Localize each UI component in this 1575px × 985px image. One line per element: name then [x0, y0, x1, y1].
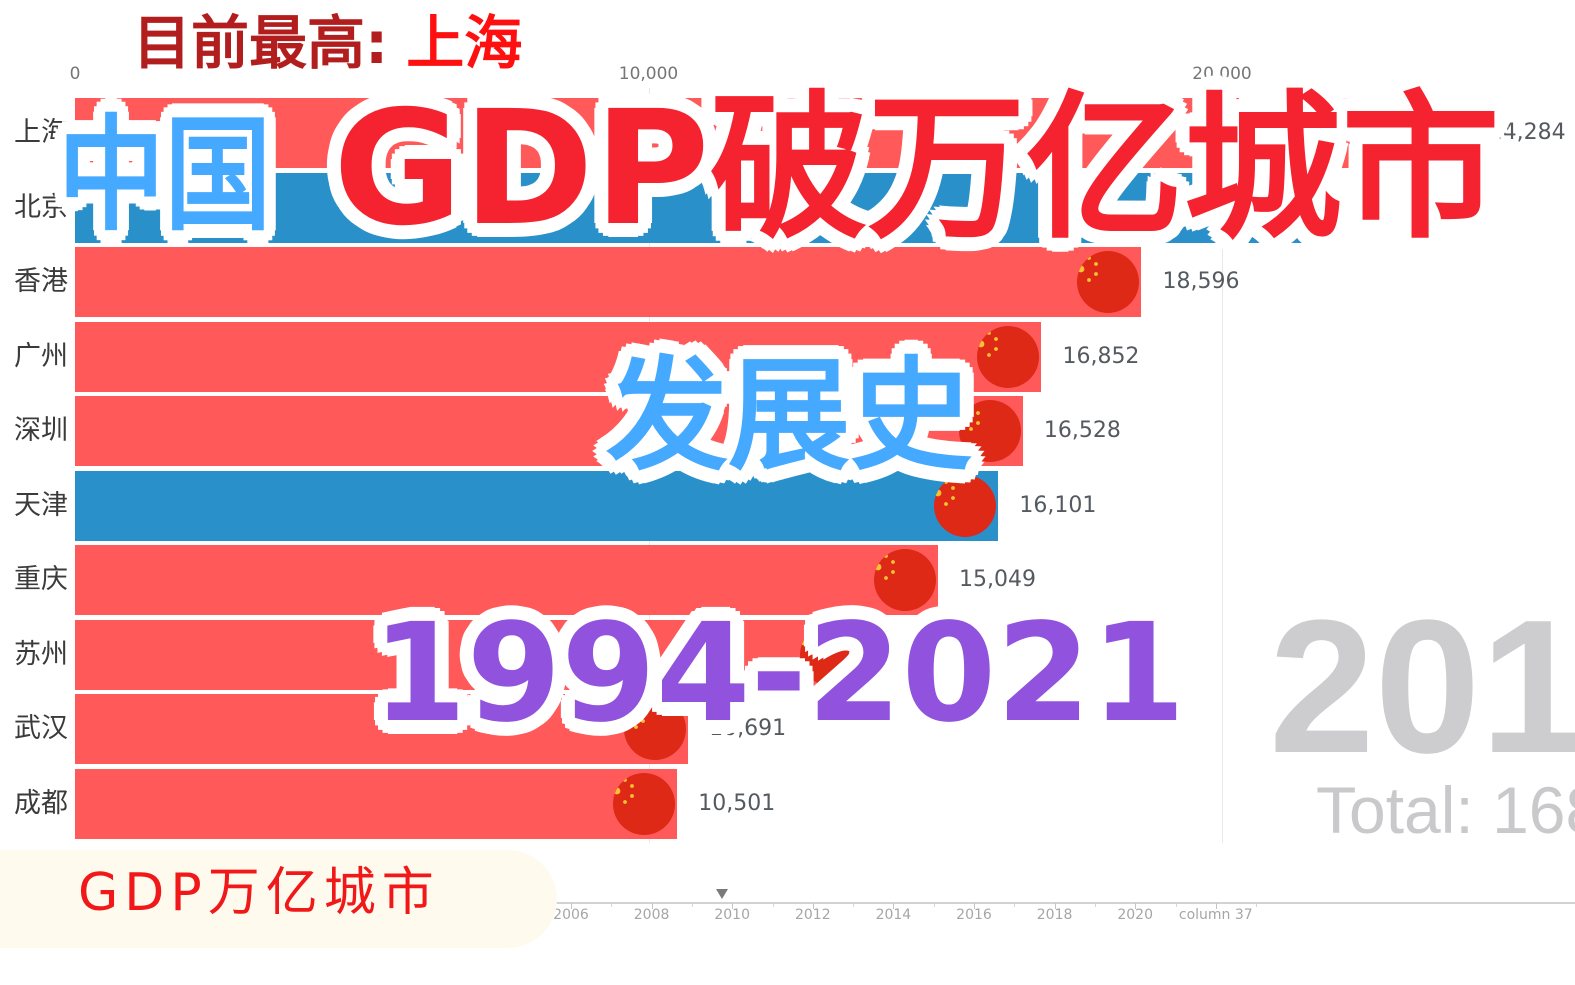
- bar-row: 成都 10,501: [0, 768, 1575, 839]
- bar-row: 武汉 10,691: [0, 694, 1575, 764]
- title-main: GDP破万亿城市: [333, 77, 1500, 261]
- value-label: 16,852: [1062, 343, 1140, 369]
- value-label: 10,691: [709, 716, 787, 741]
- gdp-bar: [75, 694, 689, 764]
- gdp-bar: [75, 98, 1468, 168]
- china-flag-icon: [934, 474, 997, 537]
- leader-prefix: 目前最高:: [133, 9, 389, 77]
- current-year-label: 201: [1269, 581, 1575, 793]
- bar-row: 香港 18,596: [0, 247, 1575, 317]
- city-label: 上海: [14, 117, 68, 148]
- gdp-bar: [75, 321, 1042, 392]
- bar-row: 上海 24,284: [0, 98, 1575, 168]
- city-label: 成都: [14, 787, 68, 819]
- value-label: 10,501: [698, 790, 776, 816]
- china-flag-icon: [958, 400, 1021, 462]
- timeline-tick-label[interactable]: 2006: [553, 907, 589, 923]
- timeline-major-tick: [1215, 903, 1217, 909]
- leader-city: 上海: [406, 9, 523, 77]
- total-label: Total: 168: [1316, 773, 1575, 847]
- timeline-handle-triangle-icon[interactable]: [716, 889, 728, 899]
- timeline-major-tick: [812, 903, 814, 909]
- city-label: 武汉: [14, 713, 68, 744]
- china-flag-icon: [1077, 251, 1140, 313]
- city-label: 广州: [14, 340, 68, 372]
- timeline-minor-tick: [1094, 903, 1096, 907]
- bar-row: 深圳 16,528: [0, 396, 1575, 466]
- timeline-major-tick: [893, 903, 895, 909]
- timeline-major-tick: [974, 903, 975, 909]
- timeline-tick-label[interactable]: 2014: [875, 907, 912, 923]
- timeline-tick-label[interactable]: 2016: [956, 907, 992, 923]
- city-label: 北京: [14, 191, 68, 223]
- timeline-tick-label[interactable]: column 37: [1178, 907, 1253, 923]
- city-label: 深圳: [14, 415, 68, 446]
- china-flag-icon: [1266, 176, 1329, 239]
- gdp-bar: [75, 619, 865, 690]
- timeline-minor-tick: [1175, 903, 1177, 907]
- timeline-tick-label[interactable]: 2018: [1036, 907, 1073, 923]
- gdp-bar: [75, 172, 1331, 243]
- timeline-tick-label[interactable]: 2010: [714, 907, 751, 923]
- timeline-major-tick: [1135, 903, 1137, 909]
- bar-row: 苏州: [0, 619, 1575, 690]
- value-label: 16,528: [1043, 418, 1121, 443]
- x-axis-tick: 0: [69, 64, 81, 84]
- value-label: 16,101: [1019, 492, 1097, 518]
- gdp-bar: [75, 545, 939, 615]
- city-label: 苏州: [14, 638, 68, 670]
- timeline-minor-tick: [1014, 903, 1016, 907]
- title-china: 中国: [58, 104, 272, 248]
- title-sub: 发展史: [606, 345, 972, 487]
- timeline-major-tick: [651, 903, 653, 909]
- timeline-major-tick: [1054, 903, 1056, 909]
- series-badge-label: GDP万亿城市: [78, 863, 440, 923]
- bar-row: 天津 16,101: [0, 470, 1575, 541]
- timeline-minor-tick: [691, 903, 693, 907]
- series-badge: GDP万亿城市: [0, 850, 557, 948]
- value-label: 15,049: [959, 567, 1037, 592]
- timeline-minor-tick: [611, 903, 613, 907]
- timeline-tick-label[interactable]: 2020: [1117, 907, 1154, 923]
- timeline-minor-tick: [772, 903, 774, 907]
- china-flag-icon: [624, 698, 687, 760]
- timeline-minor-tick: [853, 903, 855, 907]
- value-label: 24,284: [1488, 120, 1566, 145]
- value-label: 18,596: [1162, 269, 1240, 294]
- title-years: 1994-2021: [372, 595, 1186, 753]
- timeline-minor-tick: [933, 903, 935, 907]
- gdp-bar: [75, 470, 999, 541]
- x-axis-tick: 20,000: [1192, 64, 1252, 84]
- bar-row: 北京: [0, 172, 1575, 243]
- timeline-track[interactable]: [530, 902, 1575, 904]
- china-flag-icon: [977, 325, 1040, 388]
- timeline-tick-label[interactable]: 2008: [633, 907, 670, 923]
- bar-row: 广州 16,852: [0, 321, 1575, 392]
- china-flag-icon: [800, 623, 863, 686]
- china-flag-icon: [613, 772, 676, 835]
- timeline-major-tick: [732, 903, 734, 909]
- gdp-bar: [75, 396, 1023, 466]
- timeline-minor-tick: [1256, 903, 1258, 907]
- city-label: 重庆: [14, 564, 68, 595]
- gridline: [1222, 88, 1223, 843]
- city-label: 天津: [14, 489, 68, 521]
- timeline-tick-label[interactable]: 2012: [794, 907, 831, 923]
- gdp-bar: [75, 247, 1142, 317]
- timeline-major-tick: [571, 903, 572, 909]
- bar-row: 重庆 15,049: [0, 545, 1575, 615]
- china-flag-icon: [874, 549, 937, 611]
- x-axis-tick: 10,000: [618, 64, 679, 84]
- current-leader-heading: 目前最高: 上海: [133, 14, 522, 72]
- city-label: 香港: [14, 266, 68, 297]
- gdp-bar: [75, 768, 678, 839]
